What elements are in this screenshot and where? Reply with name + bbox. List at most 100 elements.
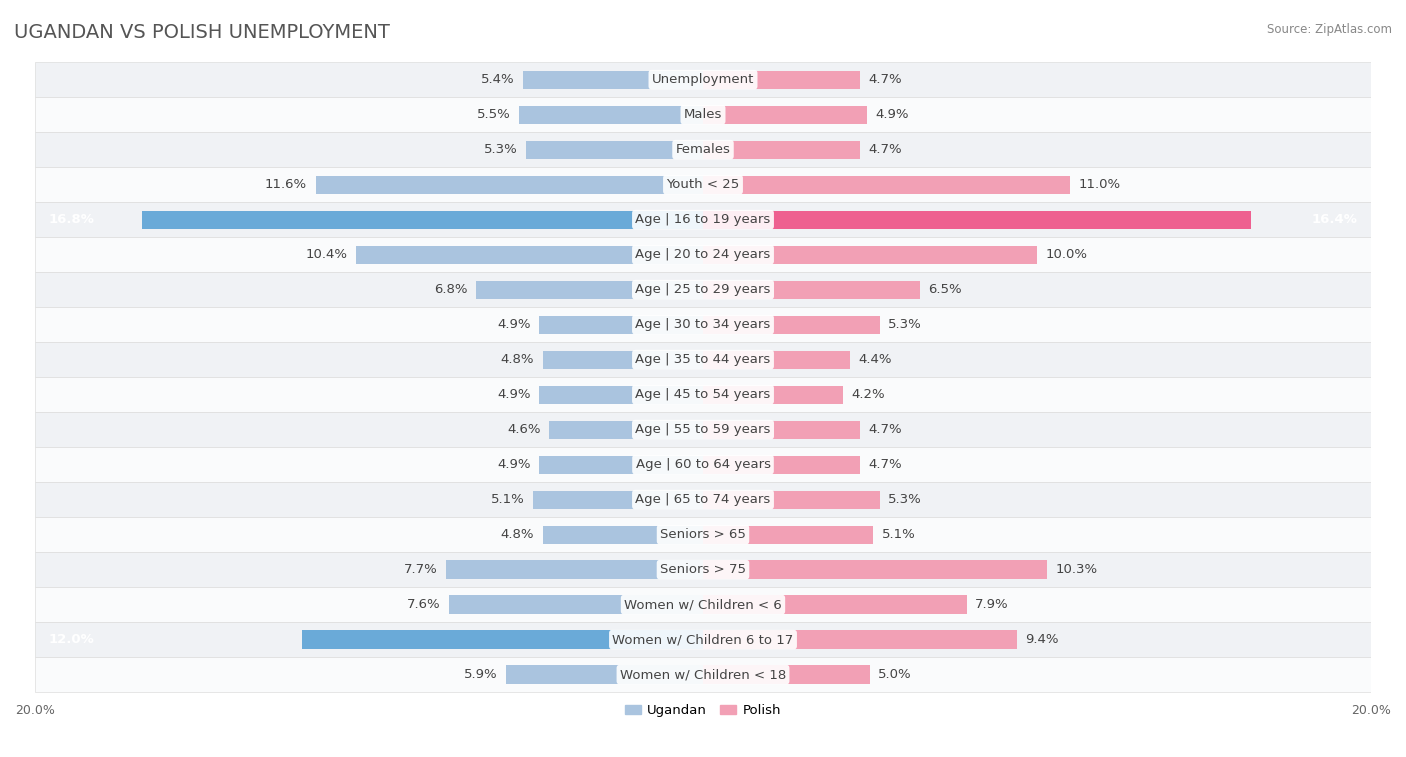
- Text: 12.0%: 12.0%: [48, 633, 94, 646]
- Text: Unemployment: Unemployment: [652, 73, 754, 86]
- Bar: [703, 281, 920, 299]
- Text: Source: ZipAtlas.com: Source: ZipAtlas.com: [1267, 23, 1392, 36]
- Text: Age | 60 to 64 years: Age | 60 to 64 years: [636, 458, 770, 471]
- FancyBboxPatch shape: [35, 377, 1371, 412]
- Bar: [703, 525, 873, 544]
- FancyBboxPatch shape: [35, 482, 1371, 517]
- Bar: [449, 596, 703, 614]
- Bar: [533, 491, 703, 509]
- Text: 5.1%: 5.1%: [882, 528, 915, 541]
- Text: Females: Females: [675, 143, 731, 156]
- FancyBboxPatch shape: [35, 412, 1371, 447]
- Bar: [703, 245, 1038, 263]
- Text: 6.8%: 6.8%: [434, 283, 468, 296]
- Text: Age | 65 to 74 years: Age | 65 to 74 years: [636, 493, 770, 506]
- Text: 4.7%: 4.7%: [869, 458, 903, 471]
- FancyBboxPatch shape: [35, 272, 1371, 307]
- Text: 4.6%: 4.6%: [508, 423, 541, 436]
- Bar: [543, 350, 703, 369]
- Text: 7.9%: 7.9%: [976, 598, 1010, 611]
- Text: 10.0%: 10.0%: [1046, 248, 1087, 261]
- Bar: [703, 631, 1017, 649]
- FancyBboxPatch shape: [35, 587, 1371, 622]
- Text: Women w/ Children < 18: Women w/ Children < 18: [620, 668, 786, 681]
- Text: 4.9%: 4.9%: [498, 388, 531, 401]
- Text: 9.4%: 9.4%: [1025, 633, 1059, 646]
- Text: 4.7%: 4.7%: [869, 143, 903, 156]
- Text: 10.3%: 10.3%: [1056, 563, 1098, 576]
- Text: 4.8%: 4.8%: [501, 528, 534, 541]
- Text: Women w/ Children 6 to 17: Women w/ Children 6 to 17: [613, 633, 793, 646]
- Text: 16.8%: 16.8%: [48, 213, 94, 226]
- Bar: [703, 105, 866, 123]
- Bar: [506, 665, 703, 684]
- Text: Seniors > 75: Seniors > 75: [659, 563, 747, 576]
- Bar: [446, 560, 703, 578]
- Text: 5.0%: 5.0%: [879, 668, 912, 681]
- FancyBboxPatch shape: [35, 447, 1371, 482]
- FancyBboxPatch shape: [35, 657, 1371, 692]
- Bar: [519, 105, 703, 123]
- Bar: [523, 70, 703, 89]
- Text: UGANDAN VS POLISH UNEMPLOYMENT: UGANDAN VS POLISH UNEMPLOYMENT: [14, 23, 389, 42]
- Text: Women w/ Children < 6: Women w/ Children < 6: [624, 598, 782, 611]
- Text: 5.4%: 5.4%: [481, 73, 515, 86]
- Bar: [703, 596, 967, 614]
- Text: 6.5%: 6.5%: [928, 283, 962, 296]
- Text: 5.1%: 5.1%: [491, 493, 524, 506]
- Text: 4.4%: 4.4%: [858, 353, 891, 366]
- Text: 11.0%: 11.0%: [1078, 178, 1121, 192]
- Bar: [315, 176, 703, 194]
- Bar: [526, 141, 703, 159]
- Text: 4.9%: 4.9%: [498, 318, 531, 331]
- Text: 7.7%: 7.7%: [404, 563, 437, 576]
- Text: 4.7%: 4.7%: [869, 73, 903, 86]
- Bar: [475, 281, 703, 299]
- Bar: [703, 350, 851, 369]
- Text: 4.9%: 4.9%: [875, 108, 908, 121]
- Bar: [703, 560, 1047, 578]
- FancyBboxPatch shape: [35, 622, 1371, 657]
- Text: Age | 30 to 34 years: Age | 30 to 34 years: [636, 318, 770, 331]
- Legend: Ugandan, Polish: Ugandan, Polish: [620, 699, 786, 722]
- Bar: [540, 385, 703, 403]
- Text: Males: Males: [683, 108, 723, 121]
- Bar: [703, 421, 860, 439]
- Bar: [703, 316, 880, 334]
- Bar: [703, 176, 1070, 194]
- Bar: [550, 421, 703, 439]
- Bar: [703, 210, 1251, 229]
- Text: Seniors > 65: Seniors > 65: [659, 528, 747, 541]
- Text: Age | 20 to 24 years: Age | 20 to 24 years: [636, 248, 770, 261]
- FancyBboxPatch shape: [35, 202, 1371, 237]
- Bar: [540, 456, 703, 474]
- FancyBboxPatch shape: [35, 132, 1371, 167]
- Text: 5.3%: 5.3%: [889, 493, 922, 506]
- Text: Youth < 25: Youth < 25: [666, 178, 740, 192]
- Text: Age | 45 to 54 years: Age | 45 to 54 years: [636, 388, 770, 401]
- FancyBboxPatch shape: [35, 62, 1371, 97]
- Bar: [703, 70, 860, 89]
- Text: 16.4%: 16.4%: [1312, 213, 1358, 226]
- Text: 4.2%: 4.2%: [852, 388, 886, 401]
- Text: 4.8%: 4.8%: [501, 353, 534, 366]
- FancyBboxPatch shape: [35, 517, 1371, 552]
- FancyBboxPatch shape: [35, 97, 1371, 132]
- Text: Age | 25 to 29 years: Age | 25 to 29 years: [636, 283, 770, 296]
- Bar: [540, 316, 703, 334]
- Bar: [302, 631, 703, 649]
- Bar: [543, 525, 703, 544]
- FancyBboxPatch shape: [35, 552, 1371, 587]
- Text: 5.3%: 5.3%: [484, 143, 517, 156]
- FancyBboxPatch shape: [35, 237, 1371, 272]
- Bar: [142, 210, 703, 229]
- Text: 4.9%: 4.9%: [498, 458, 531, 471]
- Text: 7.6%: 7.6%: [408, 598, 441, 611]
- Bar: [703, 141, 860, 159]
- FancyBboxPatch shape: [35, 167, 1371, 202]
- FancyBboxPatch shape: [35, 307, 1371, 342]
- Text: Age | 35 to 44 years: Age | 35 to 44 years: [636, 353, 770, 366]
- Bar: [703, 491, 880, 509]
- Text: 5.9%: 5.9%: [464, 668, 498, 681]
- FancyBboxPatch shape: [35, 342, 1371, 377]
